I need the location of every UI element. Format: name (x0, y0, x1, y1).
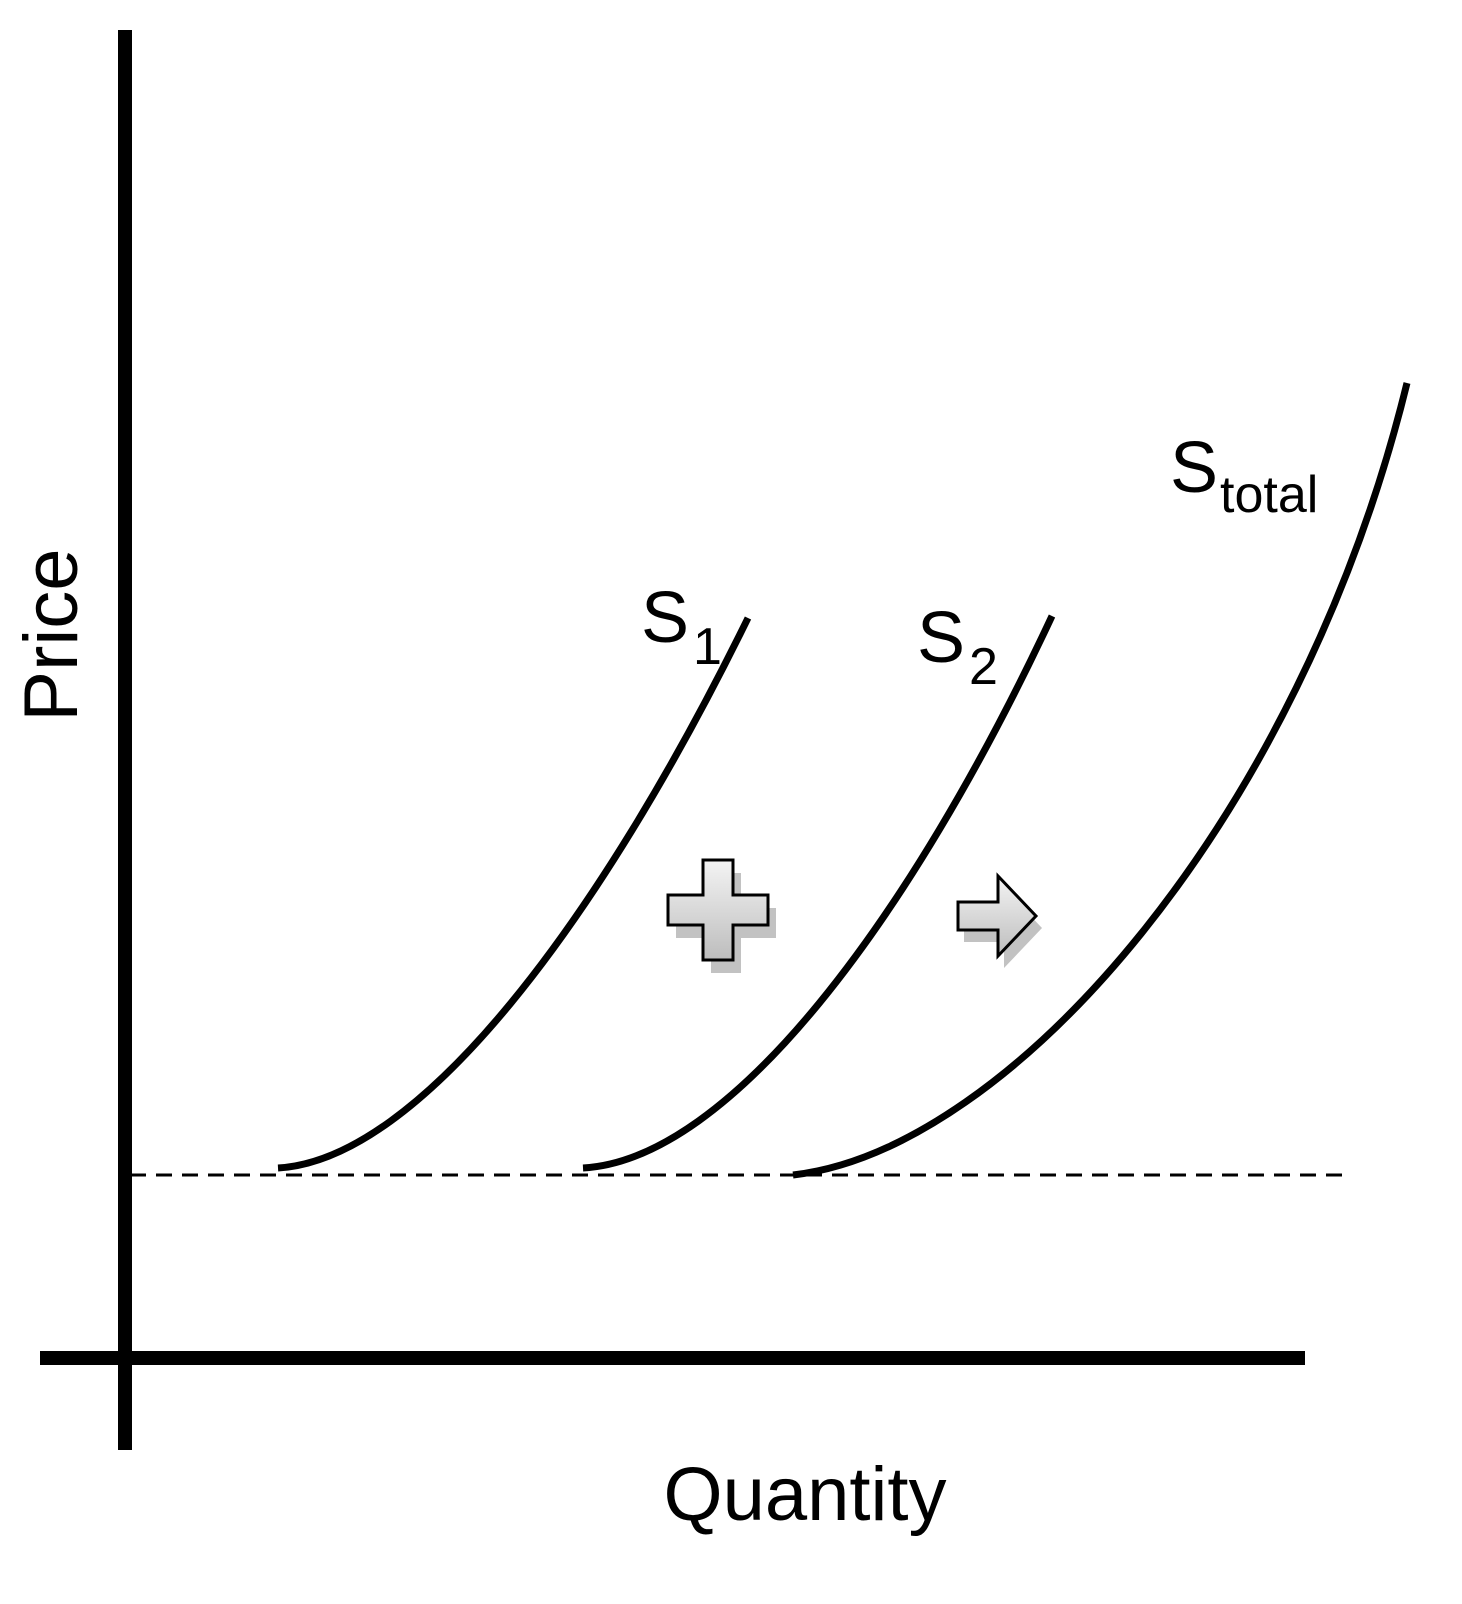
arrow-icon (956, 872, 1039, 960)
curve-label: S2 (917, 598, 998, 696)
label-sub: 1 (693, 618, 722, 676)
supply-curve-1 (277, 616, 752, 1172)
y-axis-label: Price (9, 548, 94, 721)
plus-icon (666, 858, 770, 962)
label-sub: total (1220, 466, 1318, 524)
label-main: S (1170, 428, 1218, 508)
x-axis-label: Quantity (663, 1452, 946, 1537)
label-sub: 2 (969, 638, 998, 696)
label-main: S (641, 578, 689, 658)
curve-label: Stotal (1170, 428, 1318, 524)
curve-label: S1 (641, 578, 722, 676)
label-main: S (917, 598, 965, 678)
supply-curve-2 (582, 614, 1056, 1172)
supply-curve-total (792, 382, 1411, 1179)
